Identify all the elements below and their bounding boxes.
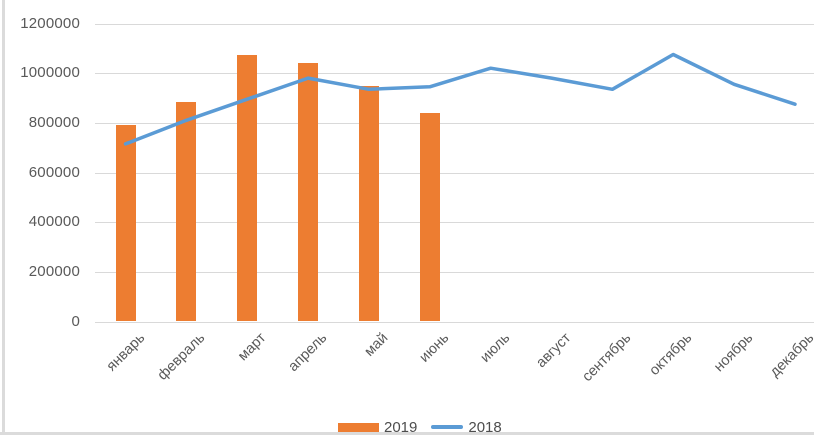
gridline-1200000 [95,23,814,25]
y-tick-label: 1200000 [20,14,80,32]
legend: 2019 2018 [338,419,516,435]
bar-2019-m4[interactable] [298,63,319,322]
y-tick-label: 400000 [28,213,80,231]
bar-2019-m3[interactable] [237,54,258,322]
legend-label: 2018 [468,418,502,435]
bar-2019-m2[interactable] [176,101,197,322]
gridline-400000 [95,222,814,224]
y-tick-label: 800000 [28,113,80,131]
page-edge-left [2,0,5,435]
legend-label: 2019 [384,418,418,435]
legend-item-2018[interactable]: 2018 [431,418,502,435]
bar-2019-m1[interactable] [115,125,136,322]
y-tick-label: 1000000 [20,64,80,82]
gridline-1000000 [95,73,814,75]
gridline-800000 [95,122,814,124]
y-tick-label: 600000 [28,163,80,181]
legend-swatch-bar [338,422,379,432]
legend-item-2019[interactable]: 2019 [338,419,417,435]
legend-swatch-line [431,425,464,429]
bar-2019-m5[interactable] [358,85,379,322]
gridline-200000 [95,271,814,273]
bar-2019-m6[interactable] [419,112,440,322]
gridline-0 [95,321,814,323]
y-tick-label: 200000 [28,262,80,280]
gridline-600000 [95,172,814,174]
y-tick-label: 0 [71,312,80,330]
page-edge-bottom [0,432,814,435]
line-2018[interactable] [123,52,797,146]
